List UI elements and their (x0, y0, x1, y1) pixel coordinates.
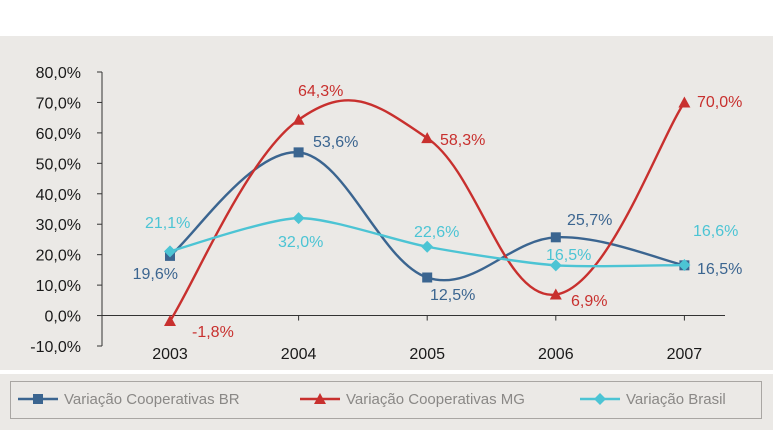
data-label-variacao-brasil: 16,5% (546, 247, 591, 264)
series-line-variacao-cooperativas-br (169, 151, 685, 282)
series-markers (164, 96, 691, 327)
data-label-variacao-brasil: 22,6% (414, 224, 459, 241)
y-tick-labels: -10,0% 0,0% 10,0% 20,0% 30,0% 40,0% 50,0% 60,0%… (30, 65, 102, 356)
data-label-variacao-cooperativas-br: 12,5% (430, 287, 475, 304)
data-label-variacao-cooperativas-br: 25,7% (567, 212, 612, 229)
y-tick-label: 20,0% (36, 248, 81, 265)
data-point-variacao-brasil (421, 240, 434, 253)
y-tick-label: 70,0% (36, 95, 81, 112)
y-tick-label: 80,0% (36, 65, 81, 82)
plot-background (0, 36, 773, 370)
legend-background (0, 374, 773, 430)
data-label-variacao-brasil: 21,1% (145, 215, 190, 232)
data-label-variacao-cooperativas-mg: 58,3% (440, 132, 485, 149)
data-labels: 19,6% 53,6% 12,5% 25,7% 16,5% -1,8% 64,3% 58,3%… (133, 83, 743, 341)
y-tick-label: 60,0% (36, 126, 81, 143)
data-point-variacao-cooperativas-mg (421, 132, 434, 144)
y-tick-label: 30,0% (36, 217, 81, 234)
data-point-variacao-brasil (164, 245, 176, 258)
data-label-variacao-cooperativas-br: 16,5% (697, 261, 742, 278)
x-tick-label: 2006 (538, 346, 574, 363)
legend-label-variacao-cooperativas-mg: Variação Cooperativas MG (346, 391, 525, 408)
data-point-variacao-brasil (549, 259, 562, 272)
legend-label-variacao-brasil: Variação Brasil (626, 391, 726, 408)
x-tick-labels: 2003 2004 2005 2006 2007 (152, 315, 703, 363)
legend-marker-variacao-cooperativas-br (33, 394, 43, 404)
x-tick-label: 2003 (152, 346, 188, 363)
data-point-variacao-cooperativas-mg (164, 315, 176, 327)
x-tick-label: 2005 (409, 346, 445, 363)
data-point-variacao-cooperativas-mg (549, 288, 562, 300)
data-point-variacao-cooperativas-br (293, 147, 304, 158)
y-tick-label: 50,0% (36, 156, 81, 173)
data-point-variacao-cooperativas-br (422, 272, 433, 283)
data-point-variacao-brasil (292, 212, 305, 225)
data-point-variacao-cooperativas-mg (292, 113, 305, 125)
data-label-variacao-cooperativas-br: 53,6% (313, 134, 358, 151)
data-label-variacao-brasil: 32,0% (278, 234, 323, 251)
data-label-variacao-cooperativas-mg: 6,9% (571, 293, 607, 310)
data-label-variacao-brasil: 16,6% (693, 223, 738, 240)
data-label-variacao-cooperativas-mg: 64,3% (298, 83, 343, 100)
y-tick-label: 10,0% (36, 278, 81, 295)
legend-box (10, 381, 762, 419)
data-label-variacao-cooperativas-br: 19,6% (133, 266, 178, 283)
data-point-variacao-brasil (678, 259, 691, 272)
data-point-variacao-cooperativas-mg (678, 96, 691, 108)
legend: Variação Cooperativas BR Variação Coopera… (18, 391, 726, 408)
legend-label-variacao-cooperativas-br: Variação Cooperativas BR (64, 391, 240, 408)
y-tick-label: 40,0% (36, 187, 81, 204)
legend-marker-variacao-brasil (594, 393, 606, 405)
y-tick-label: -10,0% (30, 339, 81, 356)
x-tick-label: 2007 (667, 346, 703, 363)
data-label-variacao-cooperativas-mg: 70,0% (697, 94, 742, 111)
x-tick-label: 2004 (281, 346, 317, 363)
axes (101, 72, 725, 346)
data-label-variacao-cooperativas-mg: -1,8% (192, 324, 234, 341)
legend-marker-variacao-cooperativas-mg (314, 393, 326, 404)
y-tick-label: 0,0% (45, 309, 81, 326)
data-point-variacao-cooperativas-br (550, 232, 561, 243)
